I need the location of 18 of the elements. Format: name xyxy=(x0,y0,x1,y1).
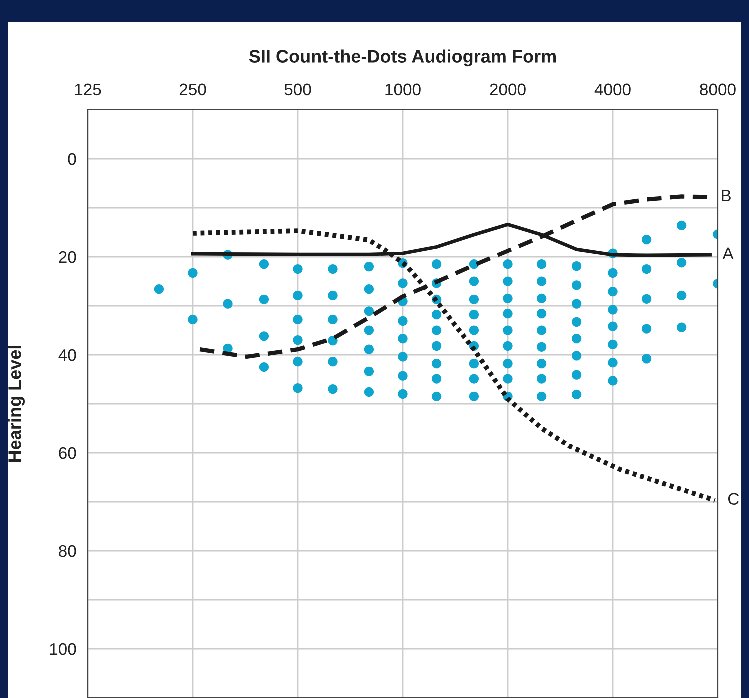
x-tick-label: 125 xyxy=(75,84,102,96)
y-tick-label: 80 xyxy=(59,545,76,558)
x-tick-label: 500 xyxy=(284,84,312,96)
y-tick-label: 0 xyxy=(68,153,76,166)
chart-title: SII Count-the-Dots Audiogram Form xyxy=(249,50,556,67)
series-label: A xyxy=(722,248,734,260)
x-tick-label: 8000 xyxy=(700,84,736,96)
y-tick-label: 100 xyxy=(50,643,76,656)
y-tick-label: 40 xyxy=(58,349,76,362)
x-tick-label: 2000 xyxy=(490,84,526,96)
y-tick-label: 60 xyxy=(59,447,76,460)
y-tick-label: 20 xyxy=(59,251,76,264)
y-axis-title: Hearing Level xyxy=(8,346,25,462)
x-tick-label: 250 xyxy=(180,84,206,96)
series-label: C xyxy=(728,493,740,506)
series-label: B xyxy=(722,190,731,202)
x-tick-label: 1000 xyxy=(386,84,421,96)
x-tick-label: 4000 xyxy=(594,84,631,96)
